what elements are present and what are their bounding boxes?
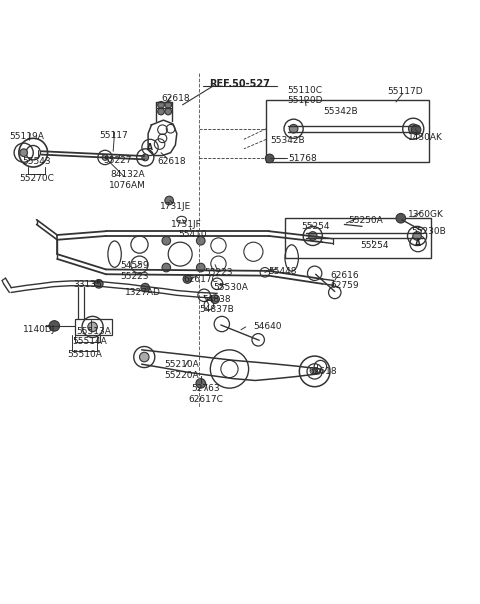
Text: 62618: 62618 <box>308 367 336 376</box>
Text: 62618: 62618 <box>158 157 186 166</box>
Text: 55448: 55448 <box>268 268 296 277</box>
Circle shape <box>309 232 317 240</box>
Circle shape <box>408 124 418 133</box>
Text: 52763
62617C: 52763 62617C <box>188 384 223 403</box>
Text: 54559
55223: 54559 55223 <box>120 261 149 281</box>
Circle shape <box>157 108 164 115</box>
Text: 54838
54837B: 54838 54837B <box>200 295 234 314</box>
Circle shape <box>140 352 149 362</box>
Circle shape <box>88 322 97 332</box>
Text: 1430AK: 1430AK <box>408 133 443 143</box>
Text: 55342B: 55342B <box>271 136 305 145</box>
Text: 55270C: 55270C <box>19 174 54 183</box>
Circle shape <box>411 125 421 135</box>
Circle shape <box>165 108 171 115</box>
Text: 55110C
55120D: 55110C 55120D <box>287 86 323 105</box>
Bar <box>286 218 432 258</box>
Text: 55117: 55117 <box>99 131 128 140</box>
Circle shape <box>20 149 27 156</box>
Text: 54640: 54640 <box>253 323 282 332</box>
Circle shape <box>196 379 205 388</box>
Circle shape <box>142 140 158 156</box>
Text: 55543: 55543 <box>22 157 51 166</box>
Circle shape <box>196 236 205 245</box>
Circle shape <box>165 196 173 205</box>
Circle shape <box>165 101 171 108</box>
Text: 51768: 51768 <box>288 154 317 163</box>
Text: 33135: 33135 <box>73 280 102 289</box>
Text: 1327AD: 1327AD <box>125 288 161 297</box>
Circle shape <box>265 154 274 162</box>
Text: 55250A: 55250A <box>348 216 383 225</box>
Circle shape <box>413 232 421 240</box>
Text: 55342B: 55342B <box>323 107 358 116</box>
Text: 62617C: 62617C <box>183 275 218 283</box>
Text: 62618: 62618 <box>161 94 190 103</box>
Circle shape <box>312 368 318 374</box>
Text: REF.50-527: REF.50-527 <box>210 79 270 89</box>
Circle shape <box>183 275 192 283</box>
Circle shape <box>49 321 60 331</box>
Text: 55530A: 55530A <box>213 283 248 292</box>
Text: 55210A
55220A: 55210A 55220A <box>164 360 199 380</box>
Bar <box>75 319 112 335</box>
Text: 1140DJ: 1140DJ <box>23 325 55 334</box>
Text: 55513A: 55513A <box>77 327 111 336</box>
Text: 55117D: 55117D <box>387 87 423 96</box>
Text: 1731JE: 1731JE <box>160 202 191 211</box>
Text: 55119A: 55119A <box>10 132 45 141</box>
Text: 84132A
1076AM: 84132A 1076AM <box>109 170 146 190</box>
Circle shape <box>396 213 406 223</box>
Text: 55230B: 55230B <box>412 226 446 236</box>
Circle shape <box>142 154 149 161</box>
Text: 55254: 55254 <box>360 241 389 250</box>
Circle shape <box>211 295 219 303</box>
Circle shape <box>162 263 170 272</box>
Text: 1360GK: 1360GK <box>408 210 444 219</box>
Text: 55510A: 55510A <box>67 350 102 359</box>
Text: 62616
62759: 62616 62759 <box>330 271 359 290</box>
Circle shape <box>95 280 103 288</box>
Text: 1731JF: 1731JF <box>171 220 202 229</box>
Circle shape <box>289 124 298 133</box>
Text: 55227: 55227 <box>104 156 132 165</box>
Text: 55514A: 55514A <box>72 337 107 345</box>
Circle shape <box>141 283 150 292</box>
Text: 55410: 55410 <box>178 230 206 239</box>
Text: 55254: 55254 <box>301 222 330 231</box>
Circle shape <box>102 155 108 160</box>
Circle shape <box>157 101 164 108</box>
Text: 55223: 55223 <box>204 268 233 277</box>
Text: A: A <box>147 143 153 152</box>
Circle shape <box>196 263 205 272</box>
Circle shape <box>410 236 426 252</box>
Bar <box>266 100 429 162</box>
Text: A: A <box>415 239 421 248</box>
Circle shape <box>162 236 170 245</box>
